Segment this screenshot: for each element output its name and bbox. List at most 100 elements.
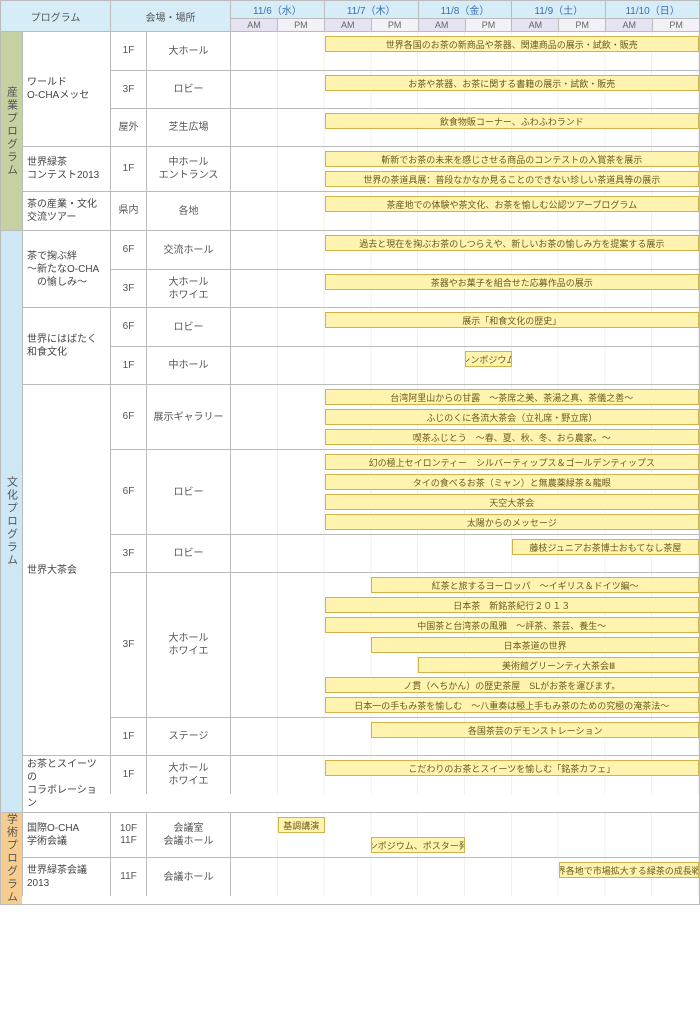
- venue-row: 6F交流ホール 過去と現在を掬ぶお茶のしつらえや、新しいお茶の愉しみ方を提案する展…: [110, 231, 699, 269]
- program-row: お茶とスイーツのコラボレーション1F大ホールホワイエこだわりのお茶とスイーツを愉…: [22, 755, 699, 812]
- header-am: AM: [324, 18, 371, 31]
- venue-floor: 1F: [110, 347, 146, 384]
- venue-floor: 10F11F: [110, 813, 146, 857]
- event-bar: 幻の極上セイロンティー シルバーティップス＆ゴールデンティップス: [325, 454, 699, 470]
- header-date: 11/8（金）: [418, 0, 512, 18]
- venue-room: 会議室会議ホール: [146, 813, 230, 857]
- venue-room: ロビー: [146, 71, 230, 108]
- venue-floor: 11F: [110, 858, 146, 896]
- program-name: ワールドO-CHAメッセ: [22, 32, 110, 146]
- header-am: AM: [605, 18, 652, 31]
- event-bar: ふじのくに各流大茶会（立礼席・野立席）: [325, 409, 699, 425]
- event-bar: 基調講演: [278, 817, 325, 833]
- venue-row: 1F大ホール 世界各国のお茶の新商品や茶器、関連商品の展示・試飲・販売: [110, 32, 699, 70]
- event-bar: お茶や茶器、お茶に関する書籍の展示・試飲・販売: [325, 75, 699, 91]
- venue-row: 6F展示ギャラリー 台湾阿里山からの甘露 ～茶席之美、茶湯之真、茶儀之善～ ふじのく…: [110, 385, 699, 449]
- event-bar: ノ貫（へちかん）の歴史茶屋 SLがお茶を運びます。: [325, 677, 699, 693]
- header-row: プログラム 会場・場所 11/6（水）11/7（木）11/8（金）11/9（土）…: [0, 0, 699, 31]
- timeline: シンポジウム: [230, 347, 699, 384]
- program-row: 茶の産業・文化交流ツアー県内各地茶産地での体験や茶文化、お茶を愉しむ公認ツアープ…: [22, 191, 699, 230]
- program-row: 世界緑茶コンテスト20131F中ホールエントランス斬新でお茶の未来を感じさせる商…: [22, 146, 699, 191]
- event-bar: 紅茶と旅するヨーロッパ ～イギリス＆ドイツ編～: [371, 577, 699, 593]
- timeline: 展示「和食文化の歴史」: [230, 308, 699, 346]
- venue-row: 6Fロビー展示「和食文化の歴史」: [110, 308, 699, 346]
- event-bar: 中国茶と台湾茶の風雅 ～評茶、茶芸、養生～: [325, 617, 699, 633]
- venue-room: 大ホール: [146, 32, 230, 70]
- venue-floor: 1F: [110, 32, 146, 70]
- venue-floor: 6F: [110, 231, 146, 269]
- program-row: 世界大茶会6F展示ギャラリー台湾阿里山からの甘露 ～茶席之美、茶湯之真、茶儀之善…: [22, 384, 699, 755]
- header-am: AM: [230, 18, 277, 31]
- timeline: 過去と現在を掬ぶお茶のしつらえや、新しいお茶の愉しみ方を提案する展示: [230, 231, 699, 269]
- program-row: 世界緑茶会議201311F会議ホール 世界各地で市場拡大する緑茶の成長戦略: [22, 857, 699, 896]
- program-row: 世界にはばたく和食文化6Fロビー展示「和食文化の歴史」1F中ホールシンポジウム: [22, 307, 699, 384]
- header-date: 11/7（木）: [324, 0, 418, 18]
- timeline: 飲食物販コーナー、ふわふわランド: [230, 109, 699, 146]
- program-row: 国際O-CHA学術会議10F11F会議室会議ホール基調講演シンポジウム、ポスター…: [22, 813, 699, 857]
- venue-floor: 県内: [110, 192, 146, 230]
- venue-row: 3F大ホールホワイエ茶器やお菓子を組合せた応募作品の展示: [110, 269, 699, 307]
- event-bar: 台湾阿里山からの甘露 ～茶席之美、茶湯之真、茶儀之善～: [325, 389, 699, 405]
- event-bar: 各国茶芸のデモンストレーション: [371, 722, 699, 738]
- header-program: プログラム: [0, 0, 110, 31]
- event-bar: シンポジウム、ポスター発表: [371, 837, 465, 853]
- event-bar: 過去と現在を掬ぶお茶のしつらえや、新しいお茶の愉しみ方を提案する展示: [325, 235, 699, 251]
- event-bar: こだわりのお茶とスイーツを愉しむ「銘茶カフェ」: [325, 760, 699, 776]
- venue-room: 芝生広場: [146, 109, 230, 146]
- header-date: 11/10（日）: [605, 0, 699, 18]
- program-name: 世界緑茶会議2013: [22, 858, 110, 896]
- venue-room: ロビー: [146, 535, 230, 572]
- timeline: 世界各地で市場拡大する緑茶の成長戦略: [230, 858, 699, 896]
- section-culture: 文化プログラム茶で掬ぶ絆～新たなO-CHA の愉しみ～6F交流ホール過去と現在を…: [0, 230, 699, 812]
- venue-row: 1F中ホール シンポジウム: [110, 346, 699, 384]
- timeline: 台湾阿里山からの甘露 ～茶席之美、茶湯之真、茶儀之善～ ふじのくに各流大茶会（立礼…: [230, 385, 699, 449]
- header-date: 11/6（水）: [230, 0, 324, 18]
- program-row: 茶で掬ぶ絆～新たなO-CHA の愉しみ～6F交流ホール 過去と現在を掬ぶお茶のしつ…: [22, 231, 699, 307]
- timeline: 幻の極上セイロンティー シルバーティップス＆ゴールデンティップスタイの食べるお茶…: [230, 450, 699, 534]
- venue-room: 展示ギャラリー: [146, 385, 230, 449]
- venue-room: 交流ホール: [146, 231, 230, 269]
- venue-row: 1F中ホールエントランス斬新でお茶の未来を感じさせる商品のコンテストの入賞茶を展…: [110, 147, 699, 191]
- timeline: こだわりのお茶とスイーツを愉しむ「銘茶カフェ」: [230, 756, 699, 794]
- venue-floor: 3F: [110, 573, 146, 717]
- venue-floor: 6F: [110, 450, 146, 534]
- header-am: AM: [511, 18, 558, 31]
- program-name: 茶で掬ぶ絆～新たなO-CHA の愉しみ～: [22, 231, 110, 307]
- event-bar: 藤枝ジュニアお茶博士おもてなし茶屋: [512, 539, 699, 555]
- venue-floor: 1F: [110, 756, 146, 794]
- venue-row: 6Fロビー幻の極上セイロンティー シルバーティップス＆ゴールデンティップスタイの…: [110, 449, 699, 534]
- venue-room: 会議ホール: [146, 858, 230, 896]
- venue-room: 大ホールホワイエ: [146, 573, 230, 717]
- program-name: 世界大茶会: [22, 385, 110, 755]
- event-bar: 世界各国のお茶の新商品や茶器、関連商品の展示・試飲・販売: [325, 36, 699, 52]
- event-bar: 日本茶 新銘茶紀行２０１３: [325, 597, 699, 613]
- header-am: AM: [418, 18, 465, 31]
- category-label: 文化プログラム: [0, 231, 22, 812]
- schedule-table: プログラム 会場・場所 11/6（水）11/7（木）11/8（金）11/9（土）…: [0, 0, 700, 905]
- timeline: 紅茶と旅するヨーロッパ ～イギリス＆ドイツ編～ 日本茶 新銘茶紀行２０１３ 中国茶と…: [230, 573, 699, 717]
- venue-room: ロビー: [146, 308, 230, 346]
- event-bar: シンポジウム: [465, 351, 512, 367]
- section-academic: 学術プログラム国際O-CHA学術会議10F11F会議室会議ホール基調講演シンポジ…: [0, 812, 699, 904]
- header-dates: 11/6（水）11/7（木）11/8（金）11/9（土）11/10（日） AMP…: [230, 0, 699, 31]
- venue-room: 大ホールホワイエ: [146, 270, 230, 307]
- event-bar: 世界各地で市場拡大する緑茶の成長戦略: [559, 862, 699, 878]
- venue-room: 各地: [146, 192, 230, 230]
- venue-row: 3F大ホールホワイエ 紅茶と旅するヨーロッパ ～イギリス＆ドイツ編～ 日本茶 新銘茶…: [110, 572, 699, 717]
- venue-row: 11F会議ホール 世界各地で市場拡大する緑茶の成長戦略: [110, 858, 699, 896]
- timeline: 藤枝ジュニアお茶博士おもてなし茶屋: [230, 535, 699, 572]
- event-bar: 喫茶ふじとう ～春、夏、秋、冬、おら農家。～: [325, 429, 699, 445]
- timeline: 基調講演シンポジウム、ポスター発表: [230, 813, 699, 857]
- venue-row: 10F11F会議室会議ホール基調講演シンポジウム、ポスター発表: [110, 813, 699, 857]
- event-bar: 天空大茶会: [325, 494, 699, 510]
- header-pm: PM: [652, 18, 699, 31]
- table-body: 産業プログラムワールドO-CHAメッセ1F大ホール世界各国のお茶の新商品や茶器、…: [0, 31, 699, 904]
- header-pm: PM: [558, 18, 605, 31]
- venue-row: 1Fステージ各国茶芸のデモンストレーション: [110, 717, 699, 755]
- venue-room: 中ホール: [146, 347, 230, 384]
- header-pm: PM: [371, 18, 418, 31]
- section-industry: 産業プログラムワールドO-CHAメッセ1F大ホール世界各国のお茶の新商品や茶器、…: [0, 31, 699, 230]
- header-venue: 会場・場所: [110, 0, 230, 31]
- header-pm: PM: [277, 18, 324, 31]
- venue-floor: 6F: [110, 385, 146, 449]
